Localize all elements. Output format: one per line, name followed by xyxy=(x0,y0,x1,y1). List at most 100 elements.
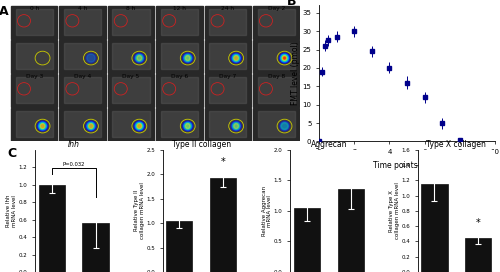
Bar xyxy=(112,9,150,35)
Text: B: B xyxy=(288,0,297,8)
Bar xyxy=(253,74,300,107)
Ellipse shape xyxy=(136,123,142,129)
Ellipse shape xyxy=(186,123,190,129)
Title: Type X collagen: Type X collagen xyxy=(426,140,486,149)
Ellipse shape xyxy=(231,53,241,63)
Y-axis label: Relative Aggrecan
mRNA level: Relative Aggrecan mRNA level xyxy=(262,186,272,236)
Ellipse shape xyxy=(280,54,288,62)
Bar xyxy=(204,108,251,141)
Ellipse shape xyxy=(234,57,238,60)
Ellipse shape xyxy=(137,123,141,129)
Ellipse shape xyxy=(186,56,190,61)
Ellipse shape xyxy=(38,122,46,130)
Bar xyxy=(112,77,150,103)
Y-axis label: FMT level (pmol): FMT level (pmol) xyxy=(290,42,300,105)
Bar xyxy=(204,40,251,73)
Ellipse shape xyxy=(184,54,192,62)
Ellipse shape xyxy=(184,122,192,130)
Ellipse shape xyxy=(182,121,193,131)
Bar xyxy=(210,178,236,272)
Bar xyxy=(16,9,53,35)
Text: Day 3: Day 3 xyxy=(26,74,43,79)
Bar xyxy=(112,43,150,69)
Ellipse shape xyxy=(134,53,144,63)
Bar xyxy=(161,77,198,103)
Ellipse shape xyxy=(40,123,45,129)
Bar xyxy=(108,74,154,107)
Text: 8 h: 8 h xyxy=(126,6,136,11)
Ellipse shape xyxy=(134,121,144,131)
Bar xyxy=(258,112,295,138)
Text: Day 5: Day 5 xyxy=(122,74,140,79)
Bar xyxy=(253,6,300,39)
Text: 24 h: 24 h xyxy=(222,6,234,11)
Ellipse shape xyxy=(280,53,289,63)
Bar xyxy=(294,208,320,272)
Bar xyxy=(82,223,109,272)
Bar xyxy=(64,112,101,138)
Bar xyxy=(108,108,154,141)
Bar xyxy=(258,43,295,69)
Bar xyxy=(253,40,300,73)
Ellipse shape xyxy=(88,123,94,129)
Ellipse shape xyxy=(280,122,288,130)
Bar xyxy=(60,6,106,39)
Text: *: * xyxy=(221,157,226,167)
Title: Type II collagen: Type II collagen xyxy=(172,140,231,149)
Ellipse shape xyxy=(138,125,141,128)
Ellipse shape xyxy=(232,54,240,62)
Ellipse shape xyxy=(282,56,287,61)
Ellipse shape xyxy=(234,123,238,129)
Ellipse shape xyxy=(282,55,288,61)
Text: 4 h: 4 h xyxy=(78,6,87,11)
Ellipse shape xyxy=(184,55,191,61)
Bar xyxy=(161,43,198,69)
Bar xyxy=(161,9,198,35)
Ellipse shape xyxy=(135,122,143,130)
Ellipse shape xyxy=(90,125,92,128)
Bar xyxy=(156,6,202,39)
Text: Day 6: Day 6 xyxy=(171,74,188,79)
Text: *: * xyxy=(476,218,480,228)
Bar xyxy=(156,74,202,107)
Ellipse shape xyxy=(233,123,239,129)
Y-axis label: Relative Type II
collagen mRNA level: Relative Type II collagen mRNA level xyxy=(134,182,145,239)
Ellipse shape xyxy=(40,123,46,129)
Bar xyxy=(258,77,295,103)
Ellipse shape xyxy=(38,121,48,131)
Bar xyxy=(253,108,300,141)
Text: 12 h: 12 h xyxy=(173,6,186,11)
Ellipse shape xyxy=(184,123,191,129)
Text: Day 2: Day 2 xyxy=(268,6,285,11)
Bar xyxy=(64,43,101,69)
Text: P=0.032: P=0.032 xyxy=(62,162,85,167)
Ellipse shape xyxy=(88,123,94,129)
Ellipse shape xyxy=(41,125,44,128)
Ellipse shape xyxy=(87,122,95,130)
Bar xyxy=(166,221,192,272)
Bar xyxy=(108,40,154,73)
Ellipse shape xyxy=(86,121,96,131)
Bar xyxy=(11,108,58,141)
Bar xyxy=(64,9,101,35)
Bar xyxy=(38,185,65,272)
Text: Day 8: Day 8 xyxy=(268,74,285,79)
Bar xyxy=(60,108,106,141)
Title: Ihh: Ihh xyxy=(68,140,80,149)
Ellipse shape xyxy=(182,53,193,63)
Ellipse shape xyxy=(231,121,241,131)
Ellipse shape xyxy=(282,123,288,129)
Bar xyxy=(209,77,246,103)
Bar xyxy=(209,112,246,138)
Bar xyxy=(108,6,154,39)
Bar xyxy=(60,74,106,107)
Bar xyxy=(161,112,198,138)
Text: C: C xyxy=(8,147,16,160)
Text: Day 4: Day 4 xyxy=(74,74,91,79)
Bar xyxy=(338,189,364,272)
Bar xyxy=(64,77,101,103)
Bar xyxy=(209,43,246,69)
Bar xyxy=(204,74,251,107)
Bar xyxy=(16,43,53,69)
Ellipse shape xyxy=(135,54,143,62)
